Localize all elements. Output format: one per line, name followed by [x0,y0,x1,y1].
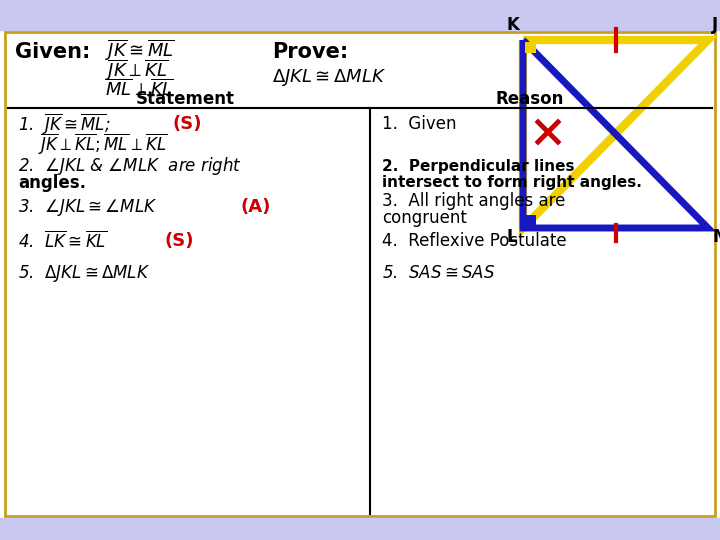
Text: $\Delta JKL \cong \Delta MLK$: $\Delta JKL \cong \Delta MLK$ [272,66,387,87]
Text: congruent: congruent [382,209,467,227]
Text: 4.  $\overline{LK} \cong \overline{KL}$: 4. $\overline{LK} \cong \overline{KL}$ [18,231,107,252]
Bar [525,215,536,226]
Text: $\overline{ML} \perp \overline{KL}$: $\overline{ML} \perp \overline{KL}$ [105,78,174,100]
Text: $\overline{JK} \cong \overline{ML}$: $\overline{JK} \cong \overline{ML}$ [105,38,175,63]
Text: Prove:: Prove: [272,42,348,62]
Text: $\overline{JK} \perp \overline{KL}; \overline{ML} \perp \overline{KL}$: $\overline{JK} \perp \overline{KL}; \ove… [38,132,167,157]
Bar [0,0,720,30]
Text: 1.  Given: 1. Given [382,115,456,133]
Text: 2.  $\angle JKL$ & $\angle MLK$  are right: 2. $\angle JKL$ & $\angle MLK$ are right [18,155,242,177]
Text: 1.  $\overline{JK} \cong \overline{ML}$;: 1. $\overline{JK} \cong \overline{ML}$; [18,112,111,137]
Bar [0,518,720,540]
Text: Statement: Statement [135,90,235,108]
Text: (A): (A) [240,198,271,216]
Text: 3.  $\angle JKL \cong \angle MLK$: 3. $\angle JKL \cong \angle MLK$ [18,197,158,218]
Text: 4.  Reflexive Postulate: 4. Reflexive Postulate [382,232,567,250]
Text: J: J [712,16,718,34]
Text: Reason: Reason [496,90,564,108]
Text: L: L [507,228,518,246]
Text: M: M [712,228,720,246]
Bar [5,32,715,516]
Text: angles.: angles. [18,174,86,192]
Text: K: K [507,16,520,34]
Text: Given:: Given: [15,42,91,62]
Bar [525,42,536,53]
Text: (S): (S) [165,232,194,250]
Text: 3.  All right angles are: 3. All right angles are [382,192,565,210]
Text: 5.  $\Delta JKL \cong \Delta MLK$: 5. $\Delta JKL \cong \Delta MLK$ [18,262,150,284]
Text: (S): (S) [172,115,202,133]
Text: 2.  Perpendicular lines: 2. Perpendicular lines [382,159,575,173]
Text: $\overline{JK} \perp \overline{KL}$: $\overline{JK} \perp \overline{KL}$ [105,58,168,83]
Text: 5.  $SAS \cong SAS$: 5. $SAS \cong SAS$ [382,264,495,282]
Text: intersect to form right angles.: intersect to form right angles. [382,176,642,191]
